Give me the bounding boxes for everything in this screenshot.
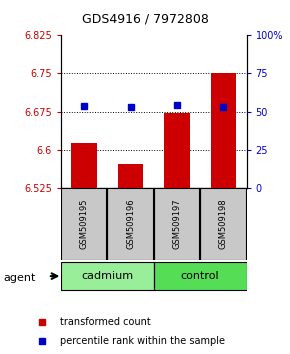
Text: transformed count: transformed count (60, 318, 151, 327)
Text: control: control (181, 271, 220, 281)
Bar (164, 113, 190, 188)
Bar (107, 188, 153, 260)
Text: GDS4916 / 7972808: GDS4916 / 7972808 (81, 12, 209, 25)
Bar (61, 262, 154, 290)
Bar (71, 143, 97, 188)
Text: GSM509198: GSM509198 (219, 199, 228, 249)
Text: GSM509195: GSM509195 (79, 199, 89, 249)
Bar (61, 188, 106, 260)
Bar (154, 188, 199, 260)
Text: percentile rank within the sample: percentile rank within the sample (60, 336, 225, 346)
Bar (118, 164, 143, 188)
Text: GSM509197: GSM509197 (172, 199, 182, 249)
Text: GSM509196: GSM509196 (126, 199, 135, 249)
Bar (200, 188, 246, 260)
Text: agent: agent (3, 273, 35, 283)
Bar (211, 74, 236, 188)
Bar (154, 262, 246, 290)
Text: cadmium: cadmium (81, 271, 133, 281)
